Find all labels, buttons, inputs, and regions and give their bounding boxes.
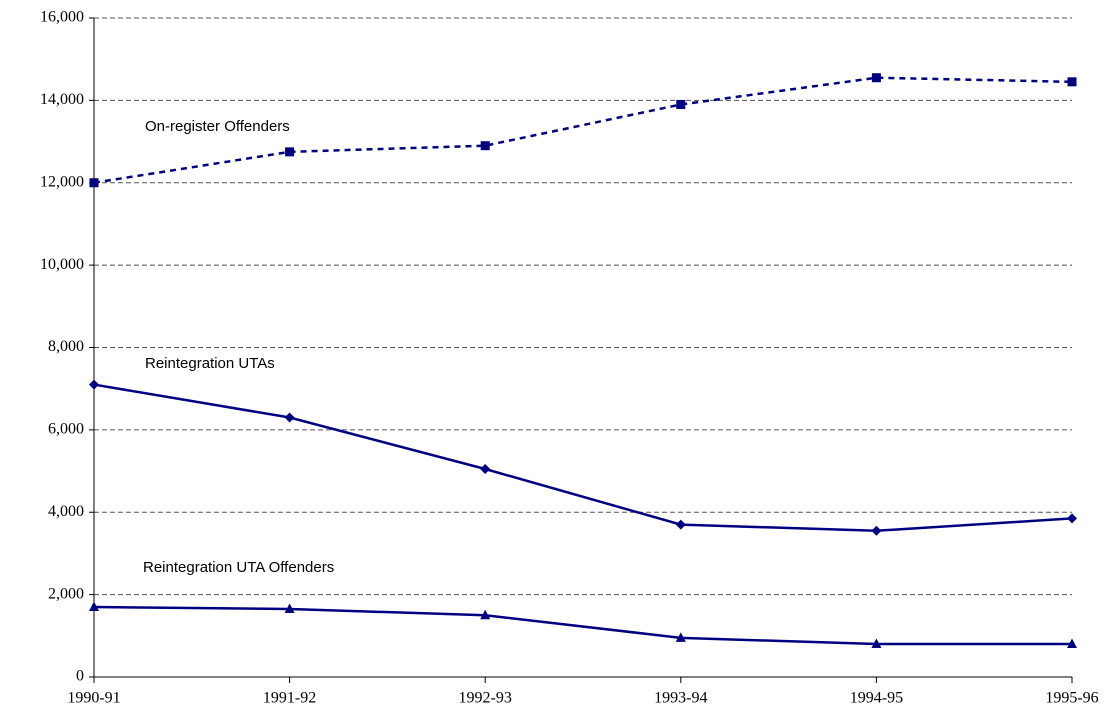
- data-point: [1067, 638, 1077, 649]
- y-tick-label: 12,000: [40, 173, 84, 190]
- data-point: [675, 519, 686, 530]
- y-tick-label: 14,000: [40, 91, 84, 108]
- data-point: [871, 525, 882, 536]
- data-point: [480, 141, 490, 151]
- y-tick-label: 2,000: [48, 585, 84, 602]
- x-tick-label: 1990-91: [67, 690, 120, 707]
- x-tick-label: 1991-92: [263, 690, 316, 707]
- data-point: [480, 609, 491, 620]
- series-line: [93, 605, 1072, 646]
- x-tick-label: 1993-94: [654, 690, 707, 707]
- y-tick-label: 8,000: [48, 338, 84, 355]
- data-point: [284, 603, 295, 614]
- x-tick-label: 1994-95: [850, 690, 903, 707]
- x-tick-label: 1992-93: [459, 690, 512, 707]
- data-point: [285, 147, 295, 157]
- data-point: [871, 73, 881, 83]
- data-point: [480, 464, 491, 475]
- data-point: [871, 638, 882, 649]
- y-tick-label: 0: [76, 668, 84, 685]
- series-label: Reintegration UTAs: [145, 355, 275, 372]
- series-line: [93, 76, 1073, 184]
- series-label: Reintegration UTA Offenders: [143, 559, 334, 576]
- series-label: On-register Offenders: [145, 118, 290, 135]
- data-point: [676, 99, 686, 109]
- data-point: [1067, 77, 1077, 87]
- y-tick-label: 10,000: [40, 256, 84, 273]
- y-tick-label: 6,000: [48, 421, 84, 438]
- data-point: [89, 601, 99, 611]
- data-point: [284, 412, 295, 423]
- y-tick-label: 4,000: [48, 503, 84, 520]
- data-point: [675, 632, 686, 642]
- data-point: [89, 178, 99, 188]
- y-tick-label: 16,000: [40, 9, 84, 26]
- data-point: [89, 379, 99, 390]
- x-tick-label: 1995-96: [1045, 690, 1098, 707]
- data-point: [1067, 513, 1077, 524]
- series-line: [93, 383, 1073, 533]
